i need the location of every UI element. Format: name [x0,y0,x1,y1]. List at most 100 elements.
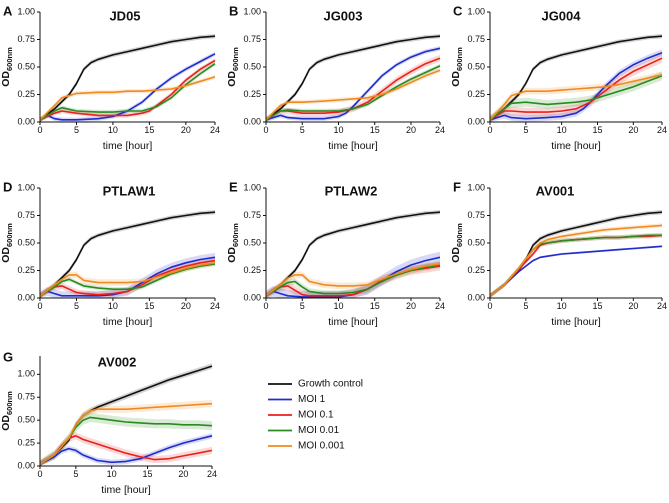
panel-title: PTLAW1 [103,183,156,198]
error-band-moi-0-01 [490,233,662,298]
series-line-moi-0-01 [265,264,441,297]
x-tick-label: 10 [333,301,343,311]
panel-letter: G [3,349,13,364]
x-tick-label: 0 [487,125,492,135]
panel-title: JG003 [323,8,362,23]
y-axis-label-main: OD [0,247,12,263]
error-band-moi-0-001 [266,260,440,298]
y-tick-label: 0.50 [243,237,261,247]
y-tick-label: 1.00 [243,6,261,16]
x-tick-label: 24 [435,301,445,311]
series-line-moi-0-01 [39,63,216,121]
panel-title: AV001 [536,183,575,198]
y-axis-label-main: OD [226,247,238,263]
x-tick-label: 5 [74,125,79,135]
x-tick-label: 10 [108,301,118,311]
x-tick-label: 5 [300,301,305,311]
x-axis-label: time [hour] [101,484,151,496]
x-tick-label: 10 [333,125,343,135]
x-tick-label: 20 [406,301,416,311]
panel-c: C JG004 0.00 0.25 0.50 0.75 1.00 0 5 10 15 20 24 time… [450,3,667,152]
series-line-moi-1 [489,245,663,297]
series-line-growth-control [39,211,216,297]
x-tick-label: 5 [300,125,305,135]
series-line-growth-control [489,35,663,121]
x-tick-label: 20 [406,125,416,135]
y-tick-label: 1.00 [17,182,35,192]
error-band-moi-1 [266,251,440,298]
x-axis-label: time [hour] [103,140,153,152]
x-tick-label: 5 [73,469,78,479]
x-tick-label: 24 [435,125,445,135]
error-band-moi-0-01 [40,61,215,122]
panel-e: E PTLAW2 0.00 0.25 0.50 0.75 1.00 0 5 10 15 20 24 tim… [226,179,445,328]
x-tick-label: 10 [557,301,567,311]
y-axis-label: OD600nm [226,47,240,87]
y-tick-label: 0.75 [467,210,485,220]
y-tick-label: 1.00 [17,6,35,16]
series-line-moi-0-01 [265,65,441,121]
y-tick-label: 0.00 [243,116,261,126]
y-tick-label: 0.00 [467,292,485,302]
x-tick-label: 0 [37,469,42,479]
y-axis-label-main: OD [450,247,462,263]
x-tick-label: 15 [144,125,154,135]
x-tick-label: 0 [37,301,42,311]
legend-label-moi-0-001: MOI 0.001 [298,441,345,452]
x-tick-label: 24 [657,125,667,135]
panel-d: D PTLAW1 0.00 0.25 0.50 0.75 1.00 0 5 10 15 20 24 tim… [0,179,220,328]
y-tick-label: 1.00 [467,182,485,192]
series-line-moi-0-01 [489,75,663,121]
x-tick-label: 10 [108,125,118,135]
y-axis-label: OD600nm [450,47,464,87]
panel-g: G AV002 0.00 0.25 0.50 0.75 1.00 0 5 10 15 20 24 time… [0,349,217,496]
error-band-moi-0-01 [266,261,440,298]
x-tick-label: 24 [210,301,220,311]
y-axis-label: OD600nm [0,47,14,87]
legend-label-moi-0-01: MOI 0.01 [298,425,340,436]
y-axis-label-subscript: 600nm [5,391,14,415]
y-tick-label: 0.25 [17,89,35,99]
x-axis-label: time [hour] [328,140,378,152]
panel-title: AV002 [98,354,137,369]
x-tick-label: 0 [37,125,42,135]
y-tick-label: 0.25 [467,265,485,275]
y-tick-label: 0.25 [467,89,485,99]
y-tick-label: 0.00 [467,116,485,126]
y-axis-label-subscript: 600nm [5,47,14,71]
x-tick-label: 0 [263,301,268,311]
y-axis-label: OD600nm [226,223,240,263]
y-tick-label: 1.00 [467,6,485,16]
series-line-moi-0-001 [489,224,663,297]
legend: Growth control MOI 1 MOI 0.1 MOI 0.01 MOI 0.… [268,379,363,452]
panel-letter: B [229,3,238,18]
x-tick-label: 24 [657,301,667,311]
x-tick-label: 15 [592,301,602,311]
panel-letter: C [453,3,463,18]
series-line-moi-0-1 [39,259,216,297]
y-axis-label: OD600nm [0,391,14,431]
panel-b: B JG003 0.00 0.25 0.50 0.75 1.00 0 5 10 15 20 24 time… [226,3,445,152]
x-tick-label: 10 [557,125,567,135]
x-tick-label: 20 [181,301,191,311]
panel-title: PTLAW2 [325,183,378,198]
series-line-moi-0-001 [489,73,663,121]
y-tick-label: 0.25 [243,89,261,99]
y-tick-label: 1.00 [243,182,261,192]
x-tick-label: 15 [592,125,602,135]
error-band-moi-1 [40,433,212,466]
series-line-moi-1 [39,435,213,465]
x-tick-label: 5 [523,125,528,135]
x-axis-label: time [hour] [551,316,601,328]
error-band-moi-1 [40,252,215,298]
error-band-moi-0-1 [490,233,662,298]
y-axis-label-main: OD [0,71,12,87]
series-line-growth-control [39,35,216,121]
series-line-moi-0-01 [39,263,216,297]
y-axis-label: OD600nm [450,223,464,263]
series-line-moi-0-001 [39,76,216,121]
y-tick-label: 0.50 [467,61,485,71]
y-tick-label: 0.50 [17,61,35,71]
y-tick-label: 0.75 [17,392,35,402]
